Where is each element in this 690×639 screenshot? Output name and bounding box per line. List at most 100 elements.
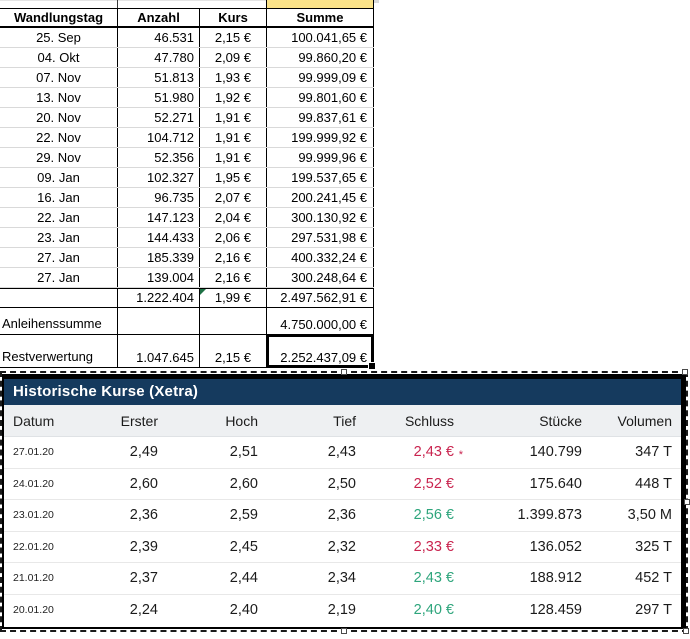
- wandlungstag-cell[interactable]: 27. Jan: [0, 248, 118, 267]
- kurs-cell[interactable]: 2,09 €: [200, 48, 267, 67]
- totals-anzahl-cell[interactable]: 1.222.404: [118, 289, 200, 307]
- schluss-value: 2,40 €: [413, 602, 454, 619]
- summe-cell[interactable]: 199.999,92 €: [267, 128, 374, 147]
- fill-handle[interactable]: [368, 362, 376, 370]
- resize-handle-top-center[interactable]: [341, 369, 347, 375]
- tief-cell: 2,32: [327, 538, 356, 555]
- restverwertung-summe-value: 2.252.437,09 €: [280, 350, 367, 365]
- summe-cell[interactable]: 100.041,65 €: [267, 28, 374, 47]
- resize-handle-top-right[interactable]: [682, 369, 688, 375]
- summe-cell[interactable]: 300.248,64 €: [267, 268, 374, 287]
- empty-cell[interactable]: [200, 308, 267, 334]
- wandlungstag-cell[interactable]: 25. Sep: [0, 28, 118, 47]
- quotes-title: Historische Kurse (Xetra): [4, 379, 681, 405]
- anleihenssumme-label[interactable]: Anleihenssumme: [0, 308, 118, 334]
- restverwertung-label[interactable]: Restverwertung: [0, 335, 118, 367]
- header-kurs[interactable]: Kurs: [200, 9, 267, 26]
- header-summe[interactable]: Summe: [267, 9, 374, 26]
- volumen-cell: 297 T: [635, 602, 672, 619]
- empty-cell[interactable]: [0, 289, 118, 307]
- table-row: 23. Jan 144.433 2,06 €297.531,98 €: [0, 228, 374, 248]
- summe-cell[interactable]: 400.332,24 €: [267, 248, 374, 267]
- quote-row: 22.01.20 2,39 2,45 2,32 2,33 € 136.052 325 T: [4, 531, 681, 563]
- tief-cell: 2,43: [327, 444, 356, 461]
- summe-cell[interactable]: 99.999,09 €: [267, 68, 374, 87]
- anzahl-cell[interactable]: 185.339: [118, 248, 200, 267]
- table-row: 27. Jan 139.004 2,16 €300.248,64 €: [0, 268, 374, 288]
- kurs-cell[interactable]: 1,91 €: [200, 148, 267, 167]
- kurs-cell[interactable]: 2,06 €: [200, 228, 267, 247]
- summe-cell[interactable]: 300.130,92 €: [267, 208, 374, 227]
- summe-cell[interactable]: 99.837,61 €: [267, 108, 374, 127]
- resize-handle-bottom-center[interactable]: [341, 628, 347, 634]
- anzahl-cell[interactable]: 139.004: [118, 268, 200, 287]
- anleihenssumme-summe-cell[interactable]: 4.750.000,00 €: [267, 308, 374, 334]
- totals-kurs-cell[interactable]: 1,99 €: [200, 289, 267, 307]
- anzahl-cell[interactable]: 147.123: [118, 208, 200, 227]
- wandlungstag-cell[interactable]: 16. Jan: [0, 188, 118, 207]
- anzahl-cell[interactable]: 52.271: [118, 108, 200, 127]
- kurs-cell[interactable]: 1,95 €: [200, 168, 267, 187]
- summe-cell[interactable]: 99.860,20 €: [267, 48, 374, 67]
- restverwertung-kurs-cell[interactable]: 2,15 €: [200, 335, 267, 367]
- restverwertung-anzahl-cell[interactable]: 1.047.645: [118, 335, 200, 367]
- wandlungstag-cell[interactable]: 29. Nov: [0, 148, 118, 167]
- schluss-cell: 2,52 €: [360, 476, 464, 492]
- summe-cell[interactable]: 99.801,60 €: [267, 88, 374, 107]
- kurs-cell[interactable]: 1,91 €: [200, 108, 267, 127]
- datum-cell: 23.01.20: [13, 509, 54, 522]
- kurs-cell[interactable]: 2,16 €: [200, 268, 267, 287]
- anzahl-cell[interactable]: 96.735: [118, 188, 200, 207]
- kurs-cell[interactable]: 2,16 €: [200, 248, 267, 267]
- stuecke-cell: 175.640: [529, 475, 582, 492]
- datum-cell: 27.01.20: [13, 446, 54, 459]
- kurs-cell[interactable]: 1,93 €: [200, 68, 267, 87]
- kurs-cell[interactable]: 2,07 €: [200, 188, 267, 207]
- erster-cell: 2,60: [129, 475, 158, 492]
- anzahl-cell[interactable]: 51.813: [118, 68, 200, 87]
- header-anzahl[interactable]: Anzahl: [118, 9, 200, 26]
- hoch-cell: 2,59: [229, 507, 258, 524]
- table-header-row: Wandlungstag Anzahl Kurs Summe: [0, 8, 374, 28]
- kurs-cell[interactable]: 2,15 €: [200, 28, 267, 47]
- wandlungstag-cell[interactable]: 22. Jan: [0, 208, 118, 227]
- schluss-value: 2,33 €: [413, 538, 454, 555]
- highlighted-cell[interactable]: [266, 0, 374, 8]
- selection-marquee: Historische Kurse (Xetra) Datum Erster H…: [0, 369, 690, 634]
- summe-cell[interactable]: 199.537,65 €: [267, 168, 374, 187]
- resize-handle-bottom-right[interactable]: [683, 628, 689, 634]
- anzahl-cell[interactable]: 102.327: [118, 168, 200, 187]
- wandlungstag-cell[interactable]: 20. Nov: [0, 108, 118, 127]
- wandlungstag-cell[interactable]: 09. Jan: [0, 168, 118, 187]
- anzahl-cell[interactable]: 47.780: [118, 48, 200, 67]
- kurs-cell[interactable]: 1,92 €: [200, 88, 267, 107]
- datum-cell: 22.01.20: [13, 540, 54, 553]
- resize-handle-right-middle[interactable]: [684, 499, 690, 505]
- kurs-cell[interactable]: 1,91 €: [200, 128, 267, 147]
- totals-summe-cell[interactable]: 2.497.562,91 €: [267, 289, 374, 307]
- gridline: [374, 0, 379, 3]
- anzahl-cell[interactable]: 144.433: [118, 228, 200, 247]
- col-hoch: Hoch: [225, 412, 258, 429]
- datum-cell: 20.01.20: [13, 604, 54, 617]
- col-datum: Datum: [13, 412, 55, 429]
- summe-cell[interactable]: 297.531,98 €: [267, 228, 374, 247]
- anzahl-cell[interactable]: 104.712: [118, 128, 200, 147]
- summe-cell[interactable]: 99.999,96 €: [267, 148, 374, 167]
- schluss-cell: 2,33 €: [360, 539, 464, 555]
- wandlungstag-cell[interactable]: 22. Nov: [0, 128, 118, 147]
- header-wandlungstag[interactable]: Wandlungstag: [0, 9, 118, 26]
- empty-cell[interactable]: [118, 308, 200, 334]
- summe-cell[interactable]: 200.241,45 €: [267, 188, 374, 207]
- anzahl-cell[interactable]: 52.356: [118, 148, 200, 167]
- restverwertung-summe-cell-selected[interactable]: 2.252.437,09 €: [267, 335, 376, 370]
- kurs-cell[interactable]: 2,04 €: [200, 208, 267, 227]
- volumen-cell: 452 T: [635, 570, 672, 587]
- anzahl-cell[interactable]: 46.531: [118, 28, 200, 47]
- wandlungstag-cell[interactable]: 04. Okt: [0, 48, 118, 67]
- anzahl-cell[interactable]: 51.980: [118, 88, 200, 107]
- wandlungstag-cell[interactable]: 23. Jan: [0, 228, 118, 247]
- wandlungstag-cell[interactable]: 07. Nov: [0, 68, 118, 87]
- wandlungstag-cell[interactable]: 27. Jan: [0, 268, 118, 287]
- wandlungstag-cell[interactable]: 13. Nov: [0, 88, 118, 107]
